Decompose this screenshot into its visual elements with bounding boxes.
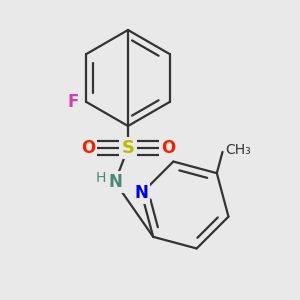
- Text: O: O: [81, 139, 95, 157]
- Text: F: F: [67, 93, 78, 111]
- Text: N: N: [108, 173, 122, 191]
- Text: S: S: [122, 139, 134, 157]
- Text: H: H: [96, 171, 106, 185]
- Text: N: N: [135, 184, 148, 202]
- Text: O: O: [161, 139, 175, 157]
- Text: CH₃: CH₃: [226, 143, 251, 157]
